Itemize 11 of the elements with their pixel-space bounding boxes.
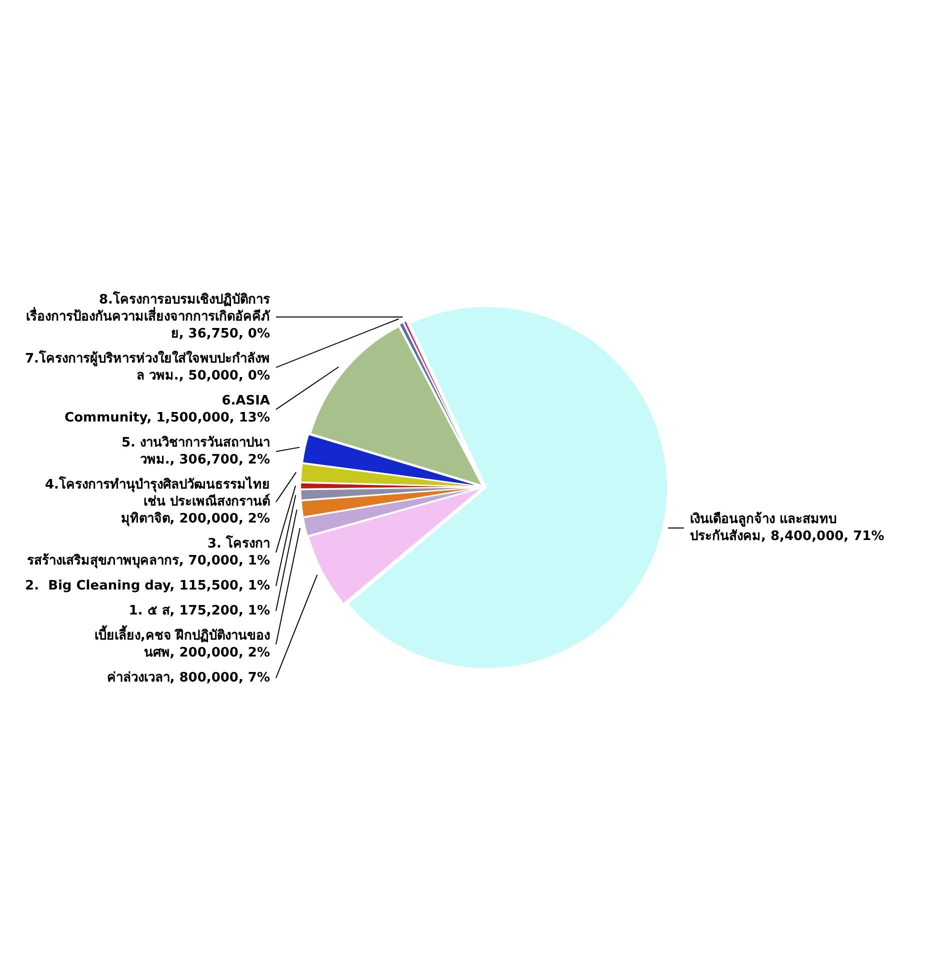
slice-label: เงินเดือนลูกจ้าง และสมทบ ประกันสังคม, 8,400,000, 71% xyxy=(690,510,884,544)
slice-label: 1. ๕ ส, 175,200, 1% xyxy=(128,603,270,618)
slice-label: 7.โครงการผู้บริหารห่วงใยใส่ใจพบปะกำลังพล วพม., 50,000, 0% xyxy=(25,349,270,384)
slice-label: 6.ASIA Community, 1,500,000, 13% xyxy=(64,393,270,426)
slice-label: 5. งานวิชาการวันสถาปนา วพม., 306,700, 2% xyxy=(121,435,270,468)
slice-label: ค่าล่วงเวลา, 800,000, 7% xyxy=(106,670,270,686)
slice-label: 3. โครงการสร้างเสริมสุขภาพบุคลากร, 70,000, 1% xyxy=(26,534,270,568)
slice-label: 8.โครงการอบรมเชิงปฏิบัติการ เรื่องการป้องกันความเสี่ยงจากการเกิดอัคคีภัย, 36,750, 0% xyxy=(26,290,271,342)
slice-label: 2. Big Cleaning day, 115,500, 1% xyxy=(25,578,270,594)
slice-label: 4.โครงการทำนุบำรุงศิลปวัฒนธรรมไทย เช่น ประเพณีสงกรานต์ มุทิตาจิต, 200,000, 2% xyxy=(45,475,270,526)
slice-label: เบี้ยเลี้ยง,คชจ ฝึกปฏิบัติงานของ นศพ, 200,000, 2% xyxy=(94,624,270,660)
